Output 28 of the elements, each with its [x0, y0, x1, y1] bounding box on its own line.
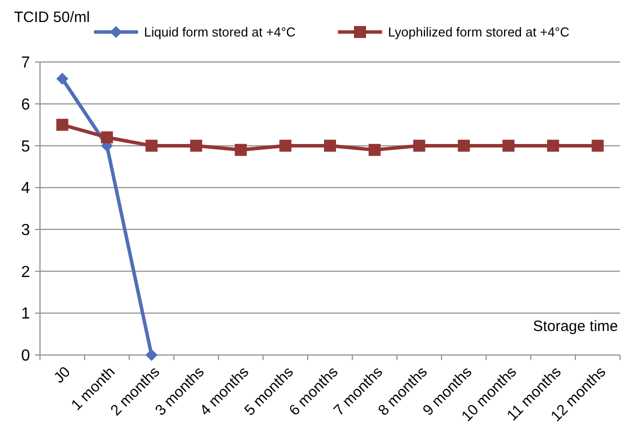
- y-tick-label: 2: [21, 264, 30, 281]
- point: [592, 140, 604, 152]
- point: [56, 72, 68, 85]
- y-axis-title: TCID 50/ml: [14, 9, 90, 26]
- point: [234, 144, 247, 156]
- point: [146, 140, 158, 152]
- point: [324, 140, 336, 152]
- point: [279, 140, 292, 152]
- point: [100, 131, 113, 144]
- y-tick-label: 1: [21, 306, 30, 323]
- y-tick-label: 3: [21, 222, 30, 240]
- legend-label: Lyophilized form stored at +4°C: [388, 24, 570, 40]
- point: [368, 144, 381, 156]
- y-tick-label: 6: [21, 96, 30, 114]
- y-tick-label: 7: [21, 54, 30, 72]
- point: [458, 140, 470, 152]
- point: [146, 349, 158, 361]
- y-tick-label: 0: [21, 348, 30, 365]
- point: [190, 140, 202, 152]
- y-tick-label: 4: [21, 180, 30, 198]
- y-tick-label: 5: [21, 138, 30, 156]
- point: [502, 140, 514, 152]
- point: [413, 140, 426, 152]
- legend-label: Liquid form stored at +4°C: [144, 24, 296, 40]
- point: [547, 140, 560, 152]
- x-axis-title: Storage time: [532, 318, 618, 335]
- x-tick-label: J0: [50, 364, 74, 387]
- point: [56, 118, 68, 131]
